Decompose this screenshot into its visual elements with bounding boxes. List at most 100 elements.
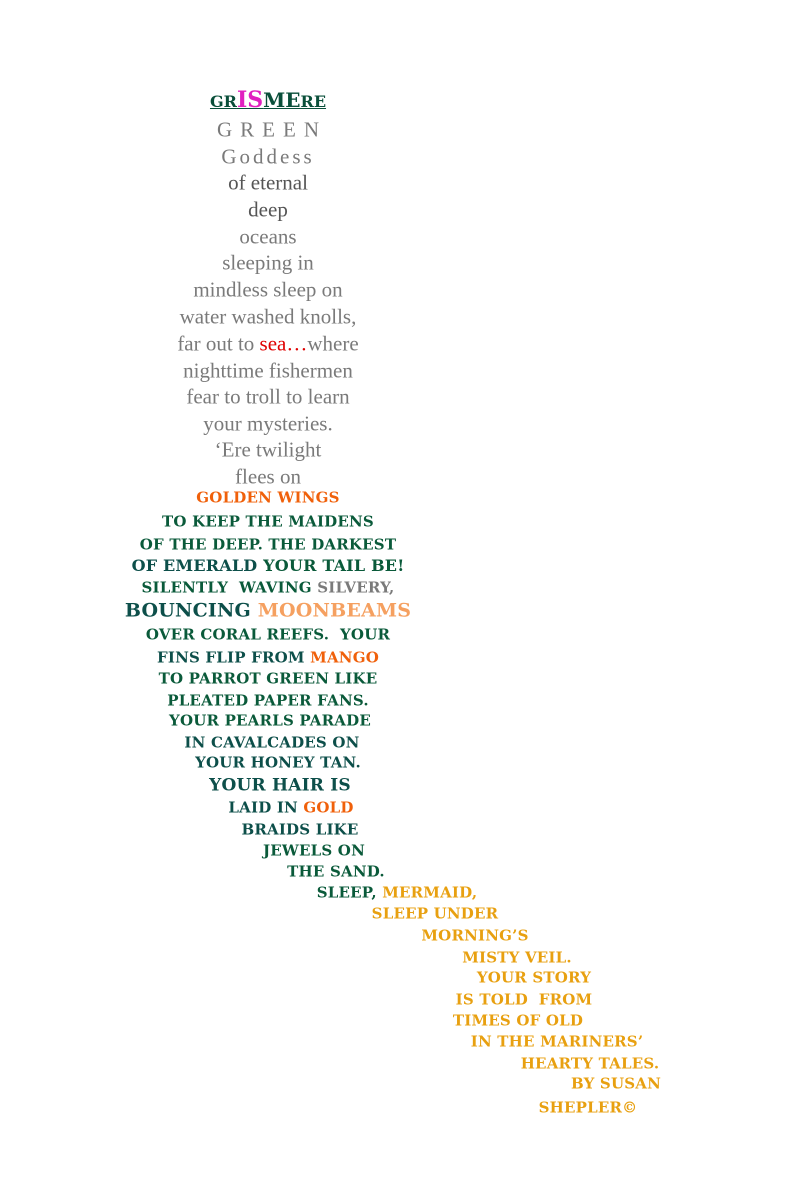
text-segment: GR: [209, 92, 237, 111]
text-segment: ‘Ere twilight: [214, 437, 322, 462]
poem-line: sleeping in: [222, 250, 314, 275]
poem-line: IS TOLD FROM: [455, 990, 593, 1009]
text-segment: of eternal: [228, 170, 308, 195]
poem-line: deep: [248, 197, 288, 222]
text-segment: your mysteries.: [203, 411, 333, 436]
poem-line: water washed knolls,: [179, 304, 357, 329]
poem-line: BY SUSAN: [570, 1074, 662, 1093]
poem-line: Goddess: [221, 144, 315, 169]
text-segment: TIMES OF OLD: [452, 1011, 584, 1030]
text-segment: SLEEP,: [316, 883, 383, 902]
poem-line: GREEN: [217, 117, 327, 142]
text-segment: Goddess: [221, 144, 315, 169]
poem-line: SHEPLER©: [538, 1098, 638, 1117]
text-segment: MOONBEAMS: [257, 599, 412, 622]
poem-line: IN CAVALCADES ON: [184, 733, 360, 752]
text-segment: GOLDEN WINGS: [196, 488, 340, 507]
text-segment: ME: [263, 88, 301, 112]
poem-line: OF EMERALD YOUR TAIL BE!: [132, 558, 405, 574]
poem-line: JEWELS ON: [263, 841, 365, 860]
poem-line: YOUR HONEY TAN.: [195, 753, 361, 772]
poem-line: SILENTLY WAVING SILVERY,: [141, 578, 395, 597]
poem-line: ‘Ere twilight: [214, 437, 322, 462]
poem-line: YOUR HAIR IS: [209, 775, 351, 796]
text-segment: MORNING’S: [421, 926, 529, 945]
poem-line: BRAIDS LIKE: [241, 820, 359, 839]
text-segment: SILENTLY WAVING: [141, 578, 318, 597]
poem-line: fear to troll to learn: [186, 384, 350, 409]
poem-line: your mysteries.: [203, 411, 333, 436]
poem-line: of eternal: [228, 170, 308, 195]
poem-line: MORNING’S: [421, 926, 529, 945]
text-segment: mindless sleep on: [193, 277, 343, 302]
text-segment: YOUR PEARLS PARADE: [169, 711, 371, 730]
poem-line: GOLDEN WINGS: [196, 488, 340, 507]
text-segment: deep: [248, 197, 288, 222]
text-segment: YOUR TAIL BE!: [257, 556, 405, 575]
text-segment: JEWELS ON: [263, 841, 365, 860]
text-segment: LAID IN: [228, 798, 304, 817]
text-segment: IS TOLD FROM: [455, 990, 593, 1009]
poem-line: HEARTY TALES.: [520, 1054, 660, 1073]
text-segment: nighttime fishermen: [183, 358, 353, 383]
text-segment: MISTY VEIL.: [462, 948, 572, 967]
text-segment: GREEN: [217, 117, 327, 142]
text-segment: TO KEEP THE MAIDENS: [162, 512, 374, 531]
text-segment: SLEEP UNDER: [371, 904, 499, 923]
text-segment: FINS FLIP FROM: [157, 648, 311, 667]
poem-line: OF THE DEEP. THE DARKEST: [139, 535, 397, 554]
poem-line: YOUR STORY: [476, 968, 592, 987]
text-segment: OVER CORAL REEFS. YOUR: [145, 625, 391, 644]
text-segment: SHEPLER©: [538, 1098, 638, 1117]
text-segment: YOUR HONEY TAN.: [195, 753, 361, 772]
text-segment: TO PARROT GREEN LIKE: [158, 669, 378, 688]
poem-line: IN THE MARINERS’: [470, 1032, 644, 1051]
poem-line: TIMES OF OLD: [452, 1011, 584, 1030]
poem-line: FINS FLIP FROM MANGO: [157, 648, 379, 667]
text-segment: IS: [236, 87, 264, 113]
poem-line: PLEATED PAPER FANS.: [167, 691, 369, 710]
poem-line: YOUR PEARLS PARADE: [169, 711, 371, 730]
poem-line: OVER CORAL REEFS. YOUR: [145, 625, 391, 644]
text-segment: SILVERY,: [317, 578, 395, 597]
poem-line: THE SAND.: [287, 862, 385, 881]
text-segment: water washed knolls,: [179, 304, 357, 329]
text-segment: OF THE DEEP. THE DARKEST: [139, 535, 397, 554]
text-segment: flees on: [235, 464, 301, 489]
poem-line: BOUNCING MOONBEAMS: [124, 599, 412, 622]
text-segment: sea…: [259, 331, 308, 356]
text-segment: RE: [300, 92, 327, 111]
text-segment: THE SAND.: [287, 862, 385, 881]
text-segment: far out to: [177, 331, 260, 356]
poem-line: nighttime fishermen: [183, 358, 353, 383]
text-segment: YOUR HAIR IS: [209, 775, 351, 796]
poem-line: TO KEEP THE MAIDENS: [162, 512, 374, 531]
text-segment: GOLD: [303, 798, 354, 817]
poem-line: flees on: [235, 464, 301, 489]
text-segment: BY SUSAN: [570, 1074, 662, 1093]
text-segment: where: [307, 331, 359, 356]
text-segment: oceans: [239, 224, 297, 249]
text-segment: IN THE MARINERS’: [470, 1032, 644, 1051]
poem-line: SLEEP, MERMAID,: [316, 883, 478, 902]
text-segment: fear to troll to learn: [186, 384, 350, 409]
text-segment: OF EMERALD: [131, 556, 258, 575]
poem-line: far out to sea…where: [177, 331, 359, 356]
poem-line: TO PARROT GREEN LIKE: [158, 669, 378, 688]
poem-line: MISTY VEIL.: [462, 948, 572, 967]
poem-title: GRISMERE: [210, 89, 326, 111]
text-segment: sleeping in: [222, 250, 314, 275]
text-segment: MERMAID,: [382, 883, 478, 902]
text-segment: HEARTY TALES.: [520, 1054, 660, 1073]
text-segment: YOUR STORY: [476, 968, 592, 987]
poem-line: SLEEP UNDER: [371, 904, 499, 923]
text-segment: MANGO: [310, 648, 379, 667]
text-segment: BOUNCING: [124, 599, 258, 622]
text-segment: IN CAVALCADES ON: [184, 733, 360, 752]
text-segment: BRAIDS LIKE: [241, 820, 359, 839]
poem-line: oceans: [239, 224, 297, 249]
poem-line: mindless sleep on: [193, 277, 343, 302]
text-segment: PLEATED PAPER FANS.: [167, 691, 369, 710]
poem-line: LAID IN GOLD: [228, 798, 354, 817]
